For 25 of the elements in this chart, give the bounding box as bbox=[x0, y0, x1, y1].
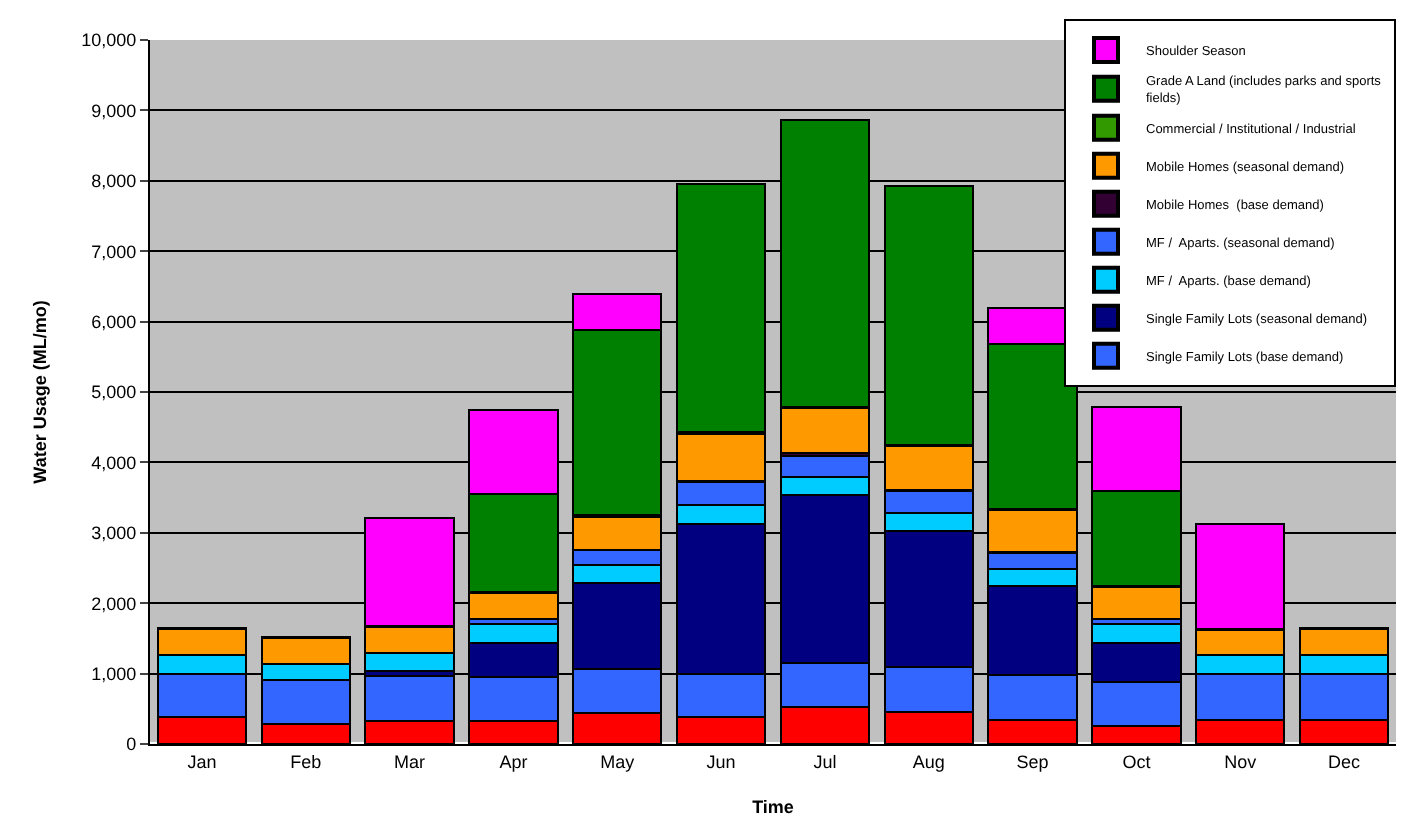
x-tick-label: Nov bbox=[1224, 751, 1258, 772]
y-tick-label: 4,000 bbox=[91, 452, 137, 473]
x-tick-label: Jun bbox=[706, 751, 736, 772]
x-tick-label: Aug bbox=[912, 751, 945, 772]
y-tick-label: 7,000 bbox=[91, 241, 137, 262]
x-tick-label: Feb bbox=[290, 751, 322, 772]
y-tick-label: 10,000 bbox=[81, 30, 137, 51]
y-tick-label: 0 bbox=[126, 734, 137, 755]
x-tick-label: Oct bbox=[1122, 751, 1152, 772]
x-tick-label: Sep bbox=[1016, 751, 1049, 772]
x-axis-title: Time bbox=[752, 797, 794, 818]
y-tick-label: 9,000 bbox=[91, 100, 137, 121]
x-tick-label: May bbox=[600, 751, 636, 772]
y-tick-label: 8,000 bbox=[91, 171, 137, 192]
y-axis-title: Water Usage (ML/mo) bbox=[30, 300, 51, 484]
y-tick-label: 1,000 bbox=[91, 663, 137, 684]
y-tick-label: 2,000 bbox=[91, 593, 137, 614]
y-tick-label: 6,000 bbox=[91, 311, 137, 332]
x-tick-label: Mar bbox=[394, 751, 426, 772]
y-tick-label: 5,000 bbox=[91, 382, 137, 403]
x-tick-label: Jul bbox=[813, 751, 837, 772]
y-tick-label: 3,000 bbox=[91, 523, 137, 544]
x-tick-label: Apr bbox=[499, 751, 528, 772]
x-tick-label: Jan bbox=[187, 751, 217, 772]
x-tick-label: Dec bbox=[1328, 751, 1362, 772]
